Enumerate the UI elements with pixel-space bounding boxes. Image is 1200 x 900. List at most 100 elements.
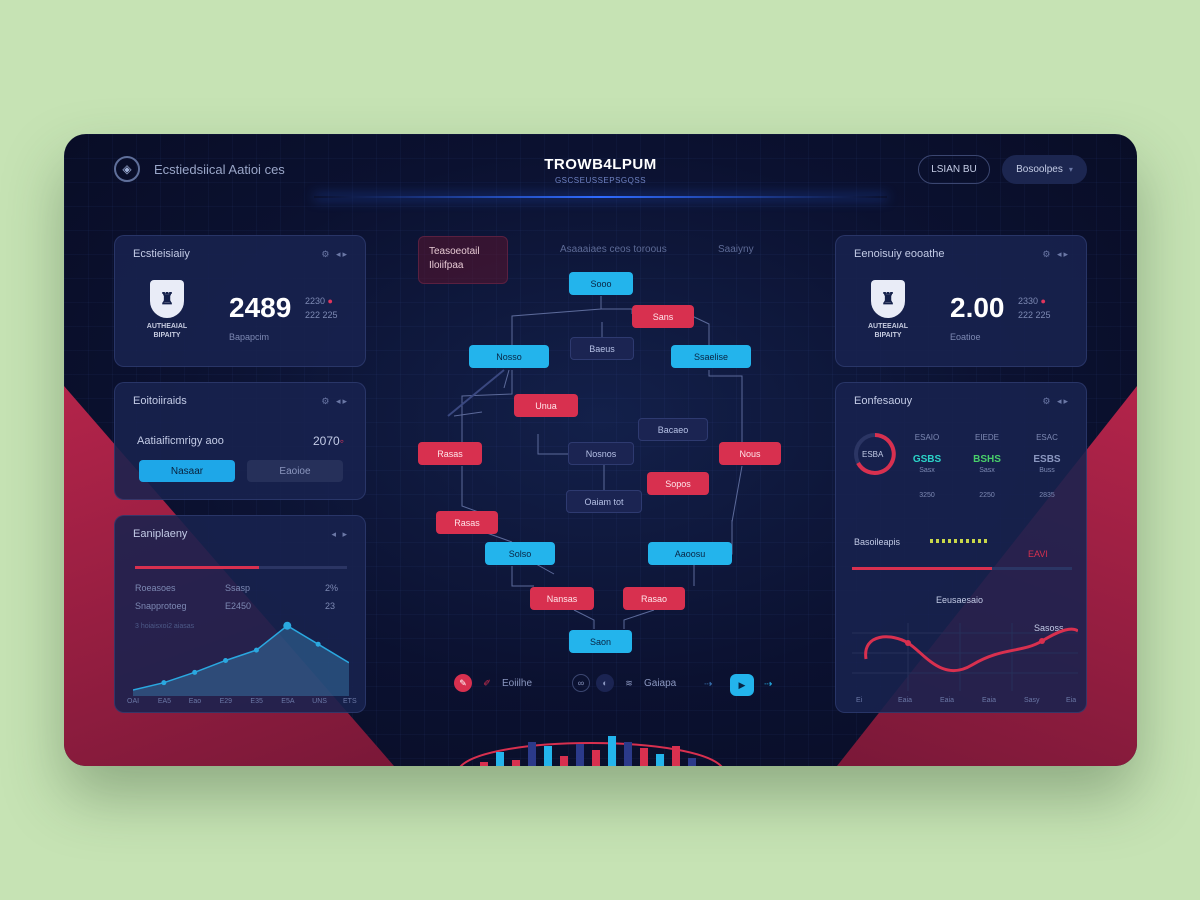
row1-value: Ssasp [225, 583, 251, 593]
diagram-header-right: Saaiyny [718, 244, 754, 255]
diagram-node[interactable]: Nansas [530, 587, 594, 610]
diagram-node[interactable]: Sooo [569, 272, 633, 295]
left-chart-panel: Eaniplaeny ◂ ▸ Roeasoes Ssasp 2% Snappro… [114, 515, 366, 713]
tools-left[interactable]: ✎ ✐ Eoiilhe [454, 674, 532, 692]
diagram-node[interactable]: Rasas [436, 511, 498, 534]
panel-controls-icon[interactable]: ◂ ▸ [331, 529, 349, 539]
gauge [854, 433, 896, 475]
panel-controls-icon[interactable]: ⚙ ◂▸ [321, 249, 349, 259]
row-label: Aatiaificmrigy aoo [137, 435, 224, 447]
x-tick-label: OAI [127, 698, 140, 705]
bar [688, 758, 696, 766]
bar [512, 760, 520, 766]
bar [560, 756, 568, 766]
bar-label: Basoileapis [854, 537, 901, 547]
chart-label: Eeusaesaio [936, 595, 984, 605]
row2-value: E2450 [225, 601, 252, 611]
x-tick-label: Eaia [940, 697, 955, 704]
primary-button[interactable]: Nasaar [139, 460, 235, 482]
x-tick-label: UNS [312, 698, 327, 705]
cycle-icon: ◐ [596, 674, 614, 692]
panel-controls-icon[interactable]: ⚙ ◂▸ [1042, 249, 1070, 259]
bottom-bar-chart [460, 736, 722, 766]
panel-title: Eoitoiiraids [133, 395, 187, 407]
menu-label: Bosoolpes [1016, 164, 1063, 175]
diagram-node[interactable]: Rasas [418, 442, 482, 465]
stat-column: EIEDE BSHS Sasx 2250 [962, 433, 1012, 499]
stat-bottom: Buss [1039, 467, 1055, 474]
brand-name: Ecstiedsiical Aatioi [154, 161, 261, 177]
diagram-node[interactable]: Oaiam tot [566, 490, 642, 513]
diagram-node[interactable]: Nosnos [568, 442, 634, 465]
bar [496, 752, 504, 766]
chart-point [1039, 638, 1045, 644]
chevron-down-icon: ▾ [1068, 165, 1073, 174]
x-tick-label: Eia [1066, 697, 1077, 704]
side-bottom: 222 225 [1018, 310, 1051, 320]
chart-point [253, 647, 259, 653]
diagram-node[interactable]: Bacaeo [638, 418, 708, 441]
bar [544, 746, 552, 766]
crest-line2: BIPAITY [153, 332, 181, 339]
diagram-node[interactable]: Aaoosu [648, 542, 732, 565]
diagram-node[interactable]: Sopos [647, 472, 709, 495]
stat-bottom: Sasx [979, 467, 995, 474]
tools-left-label: Eoiilhe [502, 677, 533, 689]
bar [480, 762, 488, 766]
bar [672, 746, 680, 766]
menu-dropdown[interactable]: Bosoolpes ▾ [1002, 155, 1087, 184]
arrow-left-icon[interactable]: ⇢ [704, 679, 713, 690]
x-tick-label: E29 [219, 698, 233, 705]
secondary-button[interactable]: Eaoioe [247, 460, 343, 482]
crest-line2: BIPAITY [874, 332, 902, 339]
panel-title: Eaniplaeny [133, 528, 188, 540]
diagram-node[interactable]: Nosso [469, 345, 549, 368]
x-tick-label: Eaia [982, 697, 997, 704]
panel-controls-icon[interactable]: ⚙ ◂▸ [1042, 396, 1070, 406]
stat-sub: 2835 [1039, 492, 1055, 499]
x-tick-label: Ei [856, 697, 863, 704]
diagram-node[interactable]: Baeus [570, 337, 634, 360]
diagram-node[interactable]: Rasao [623, 587, 685, 610]
diagram-label[interactable]: Teasoeotail Iloiifpaa [418, 236, 508, 284]
bar [656, 754, 664, 766]
stat-sub: 2250 [979, 492, 995, 499]
stat-value: GSBS [912, 454, 942, 465]
panel-controls-icon[interactable]: ⚙ ◂▸ [321, 396, 349, 406]
caption: Bapapcim [229, 332, 270, 342]
stat-top: ESAC [1036, 433, 1058, 442]
diagram-node[interactable]: Ssaelise [671, 345, 751, 368]
row2-label: Snapprotoeg [135, 601, 187, 611]
x-tick-label: EA5 [157, 698, 172, 705]
brand-suffix: ces [264, 161, 285, 177]
brand[interactable]: ◈ Ecstiedsiical Aatioi ces [114, 156, 285, 182]
row1-tail: 2% [325, 583, 339, 593]
brush-icon: ✎ [454, 674, 472, 692]
login-button[interactable]: LSIAN BU [918, 155, 990, 184]
chart-point [905, 640, 911, 646]
gauge-label: ESBA [862, 450, 884, 459]
arrow-right-icon[interactable]: ⇢ [764, 679, 773, 690]
area-chart [133, 621, 349, 696]
diagram-node[interactable]: Unua [514, 394, 578, 417]
tools-right-label: Gaiapa [644, 677, 677, 689]
diagram-node[interactable]: Saon [569, 630, 632, 653]
dashboard-window: ◈ Ecstiedsiical Aatioi ces TROWB4LPUM GS… [64, 134, 1137, 766]
diagram-connectors [447, 296, 743, 629]
diagram-node[interactable]: Sans [632, 305, 694, 328]
stat-column: ESAIO GSBS Sasx 3250 [902, 433, 952, 499]
diagram-node[interactable]: Solso [485, 542, 555, 565]
tools-right[interactable]: ∞ ◐ ≋ Gaiapa [572, 674, 676, 692]
x-tick-label: ETS [343, 698, 357, 705]
curve-chart [852, 623, 1078, 691]
side-top: 2330 ● [1018, 296, 1046, 306]
bar [640, 748, 648, 766]
diagram-node[interactable]: Nous [719, 442, 781, 465]
header-glow-divider [314, 196, 887, 198]
link-icon: ∞ [572, 674, 590, 692]
row1-label: Roeasoes [135, 583, 176, 593]
progress-bar-fill [852, 567, 992, 570]
play-button[interactable]: ▶ [730, 674, 754, 696]
panel-title: Ecstieisiaiiy [133, 248, 190, 260]
diagram-label-line2: Iloiifpaa [429, 260, 464, 271]
